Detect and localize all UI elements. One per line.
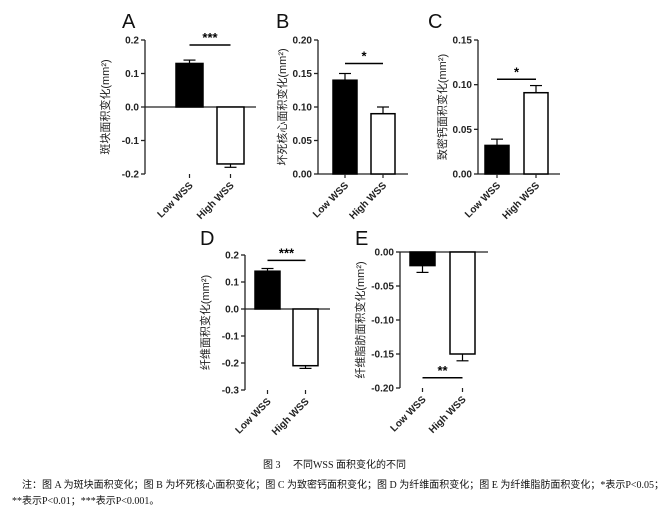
panel-a-letter: A xyxy=(122,11,136,33)
panel-b-bar-low xyxy=(332,79,358,175)
panel-d-y-tick-label: 0.0 xyxy=(225,305,239,316)
panel-a-y-tick-label: -0.2 xyxy=(122,170,140,181)
panel-d-y-tick-label: -0.2 xyxy=(222,359,240,370)
panel-e-x-tick-label: High WSS xyxy=(427,394,469,436)
panel-b-significance-label: * xyxy=(361,48,367,63)
panel-c-significance-label: * xyxy=(514,64,520,79)
panel-a-y-tick-label: 0.2 xyxy=(125,36,139,47)
panel-d-y-tick-label: -0.3 xyxy=(222,386,240,397)
panel-d-bar-low xyxy=(254,270,281,310)
panel-c-y-tick-label: 0.15 xyxy=(453,36,473,47)
panel-e-letter: E xyxy=(355,228,368,250)
panel-a-significance-label: *** xyxy=(202,30,218,45)
panel-b-y-tick-label: 0.00 xyxy=(293,170,313,181)
panel-c-bar-low xyxy=(484,144,510,175)
panel-e-y-tick-label: -0.20 xyxy=(371,384,394,395)
panel-e-y-tick-label: 0.00 xyxy=(375,248,395,259)
panel-c-y-tick-label: 0.05 xyxy=(453,125,473,136)
panel-e-x-tick-label: Low WSS xyxy=(389,394,429,434)
panel-a-bar-low xyxy=(175,62,204,108)
panel-a-y-tick-label: 0.1 xyxy=(125,69,139,80)
panel-b-y-tick-label: 0.15 xyxy=(293,69,313,80)
figure-note-line1: 注：图 A 为斑块面积变化；图 B 为坏死核心面积变化；图 C 为致密钙面积变化… xyxy=(22,480,665,491)
panel-e-bar-low xyxy=(409,251,436,267)
panel-c-x-tick-label: High WSS xyxy=(501,180,543,222)
panel-d-x-tick-label: Low WSS xyxy=(234,396,274,436)
panel-e-y-tick-label: -0.10 xyxy=(371,316,394,327)
panel-c-x-tick-label: Low WSS xyxy=(463,180,503,220)
panel-b-y-tick-label: 0.20 xyxy=(293,36,313,47)
panel-b-y-label: 坏死核心面积变化(mm²) xyxy=(275,48,289,165)
panel-b-bar-high xyxy=(370,112,396,175)
panel-c-bar-high xyxy=(523,91,549,175)
panel-e-y-tick-label: -0.05 xyxy=(371,282,394,293)
panel-b-x-tick-label: Low WSS xyxy=(311,180,351,220)
panel-d-y-tick-label: 0.1 xyxy=(225,278,239,289)
panel-d-letter: D xyxy=(200,228,214,250)
panel-e-y-label: 纤维脂肪面积变化(mm²) xyxy=(353,261,367,378)
panel-a-y-label: 斑块面积变化(mm²) xyxy=(98,59,112,154)
panel-d-x-tick-label: High WSS xyxy=(270,396,312,438)
panel-c-y-tick-label: 0.10 xyxy=(453,80,473,91)
panel-e-bar-high xyxy=(449,251,476,355)
panel-d-significance-label: *** xyxy=(279,245,295,260)
panel-b-letter: B xyxy=(276,11,289,33)
panel-a-x-tick-label: High WSS xyxy=(195,180,237,222)
panel-b-y-tick-label: 0.10 xyxy=(293,103,313,114)
panel-c-y-label: 致密钙面积变化(mm²) xyxy=(435,54,449,160)
panel-c-y-tick-label: 0.00 xyxy=(453,170,473,181)
panel-a-bar-high xyxy=(216,106,245,165)
panel-e-y-tick-label: -0.15 xyxy=(371,350,394,361)
panel-a-y-tick-label: 0.0 xyxy=(125,103,139,114)
panel-a-x-tick-label: Low WSS xyxy=(156,180,196,220)
panel-d-y-tick-label: -0.1 xyxy=(222,332,240,343)
panel-b-y-tick-label: 0.05 xyxy=(293,136,313,147)
panel-a-y-tick-label: -0.1 xyxy=(122,136,140,147)
panel-e-significance-label: ** xyxy=(437,363,448,378)
panel-d-y-label: 纤维面积变化(mm²) xyxy=(198,275,212,370)
panel-b-x-tick-label: High WSS xyxy=(348,180,390,222)
panel-d-bar-high xyxy=(292,308,319,367)
figure-title: 图 3 不同WSS 面积变化的不同 xyxy=(262,460,407,471)
panel-c-letter: C xyxy=(428,11,442,33)
figure-note-line2: **表示P<0.01；***表示P<0.001。 xyxy=(12,496,160,507)
panel-d-y-tick-label: 0.2 xyxy=(225,251,239,262)
